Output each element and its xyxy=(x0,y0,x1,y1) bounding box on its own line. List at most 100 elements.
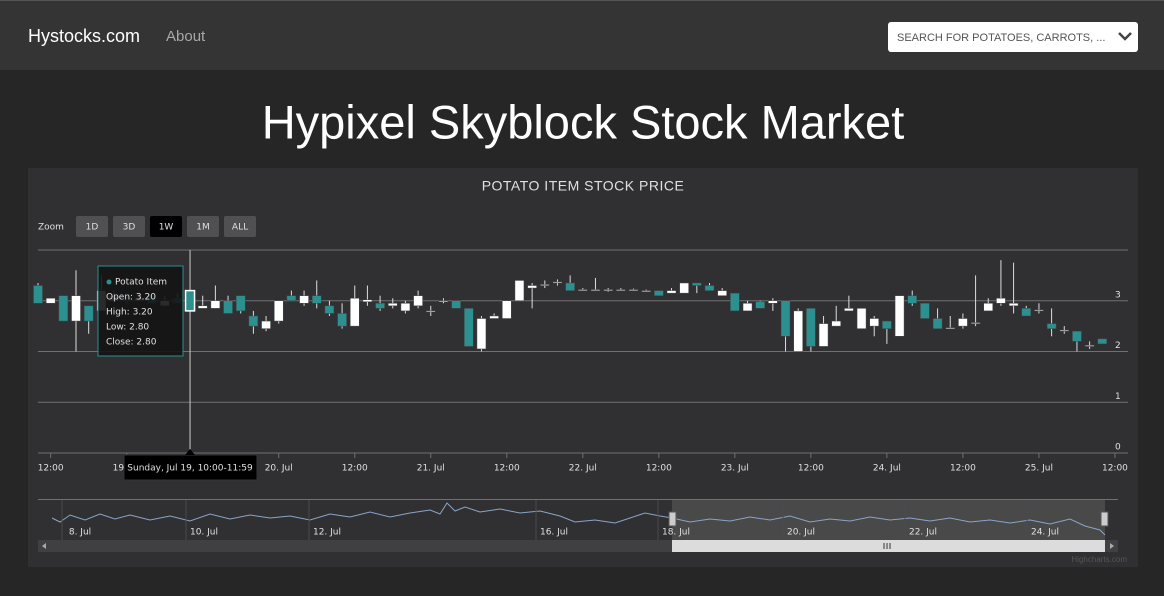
navigator-label: 20. Jul xyxy=(787,528,815,538)
candle-body xyxy=(540,284,550,286)
candle-body xyxy=(603,289,613,291)
zoom-button-label[interactable]: 1M xyxy=(196,223,210,233)
zoom-button[interactable] xyxy=(150,216,182,237)
zoom-button-label[interactable]: 1W xyxy=(159,223,174,233)
zoom-button[interactable] xyxy=(76,216,108,237)
candle-body xyxy=(869,318,879,327)
candle-body xyxy=(958,318,968,327)
candle-body xyxy=(502,300,512,319)
candle-body xyxy=(286,295,297,301)
zoom-button-label[interactable]: 3D xyxy=(123,223,136,233)
x-tick-label: 12:00 xyxy=(342,464,368,474)
zoom-button[interactable] xyxy=(224,216,256,237)
x-tick-label: 12:00 xyxy=(1102,464,1128,474)
candle-body xyxy=(324,305,335,314)
x-tick-label: 21. Jul xyxy=(417,464,445,474)
candle-body xyxy=(565,282,575,291)
candle-body xyxy=(210,300,221,309)
y-tick-label: 2 xyxy=(1115,341,1121,351)
candle-body xyxy=(590,289,601,291)
candle-body xyxy=(1021,308,1032,317)
zoom-label: Zoom xyxy=(38,223,64,233)
zoom-button-label[interactable]: ALL xyxy=(232,223,248,233)
brand[interactable]: Hystocks.com xyxy=(28,26,140,46)
candle-body xyxy=(717,290,727,296)
candle-body xyxy=(628,289,639,291)
candle-body xyxy=(299,295,309,304)
tooltip-row: Close: 2.80 xyxy=(106,338,157,348)
y-tick-label: 0 xyxy=(1115,443,1121,453)
candle-body xyxy=(945,327,955,329)
candle-body xyxy=(654,290,664,296)
x-tick-label: 12:00 xyxy=(798,464,824,474)
candle-body xyxy=(337,313,347,327)
candle-body xyxy=(920,303,930,319)
candle-body xyxy=(616,289,626,291)
candle-body xyxy=(793,310,803,352)
candle-body xyxy=(388,303,398,307)
candle-body xyxy=(844,308,854,312)
candle-body xyxy=(197,305,208,309)
candle-body xyxy=(527,285,537,289)
zoom-button[interactable] xyxy=(187,216,219,237)
candle-body xyxy=(33,285,43,304)
candle-body xyxy=(235,295,246,312)
x-tick-label: 12:00 xyxy=(494,464,520,474)
date-box-pointer xyxy=(185,449,196,455)
tooltip-series: Potato Item xyxy=(115,278,167,288)
candle-body xyxy=(58,295,69,322)
candle-body xyxy=(856,308,867,329)
tooltip-box xyxy=(97,265,184,357)
candle-body xyxy=(464,308,474,347)
candle-body xyxy=(552,281,563,284)
candle-body xyxy=(476,318,487,350)
candle-body xyxy=(1097,338,1108,345)
zoom-button-label[interactable]: 1D xyxy=(86,223,99,233)
candle-body xyxy=(907,295,917,304)
candle-body xyxy=(1046,323,1057,329)
scrollbar-thumb[interactable] xyxy=(672,540,1105,552)
candle-body xyxy=(248,315,259,327)
candle-body xyxy=(894,295,905,337)
navigator-label: 16. Jul xyxy=(540,528,568,538)
tooltip-row: Open: 3.20 xyxy=(106,293,156,303)
navigator-line xyxy=(51,502,1106,536)
candle-body xyxy=(806,308,816,347)
x-tick-label: 25. Jul xyxy=(1025,464,1053,474)
x-tick-label: 23. Jul xyxy=(721,464,749,474)
candle-body xyxy=(362,299,373,303)
candle-body xyxy=(273,300,284,322)
candle-body xyxy=(426,310,436,313)
candle-body xyxy=(704,285,715,291)
nav-link[interactable]: About xyxy=(166,28,206,45)
zoom-button[interactable] xyxy=(113,216,145,237)
candle-body xyxy=(311,295,322,304)
candle-body xyxy=(831,320,841,327)
tooltip-row: High: 3.20 xyxy=(106,308,153,318)
candle-body xyxy=(413,295,423,307)
candle-body xyxy=(768,300,778,304)
credits[interactable]: Highcharts.com xyxy=(1071,555,1127,564)
dropdown-chevron[interactable] xyxy=(1118,32,1132,41)
candle-body xyxy=(71,295,81,322)
candle-body xyxy=(184,289,196,312)
navigator-handle[interactable] xyxy=(668,511,677,527)
search-placeholder: SEARCH FOR POTATOES, CARROTS, ... xyxy=(897,32,1105,44)
candle-body xyxy=(679,282,689,294)
navigator-handle[interactable] xyxy=(1100,511,1109,527)
candle-body xyxy=(1072,330,1082,342)
candle-body xyxy=(578,289,588,291)
candle-body xyxy=(350,297,360,327)
candle-body xyxy=(514,280,525,302)
candle-body xyxy=(261,320,271,329)
navigator-label: 10. Jul xyxy=(190,528,218,538)
candle-body xyxy=(818,323,829,347)
x-tick-label: 24. Jul xyxy=(873,464,901,474)
search-box[interactable] xyxy=(888,22,1138,52)
navigator-label: 22. Jul xyxy=(909,528,937,538)
x-tick-label: 12:00 xyxy=(646,464,672,474)
date-label: Sunday, Jul 19, 10:00-11:59 xyxy=(127,464,253,474)
candle-body xyxy=(882,320,892,329)
candle-body xyxy=(932,318,943,329)
